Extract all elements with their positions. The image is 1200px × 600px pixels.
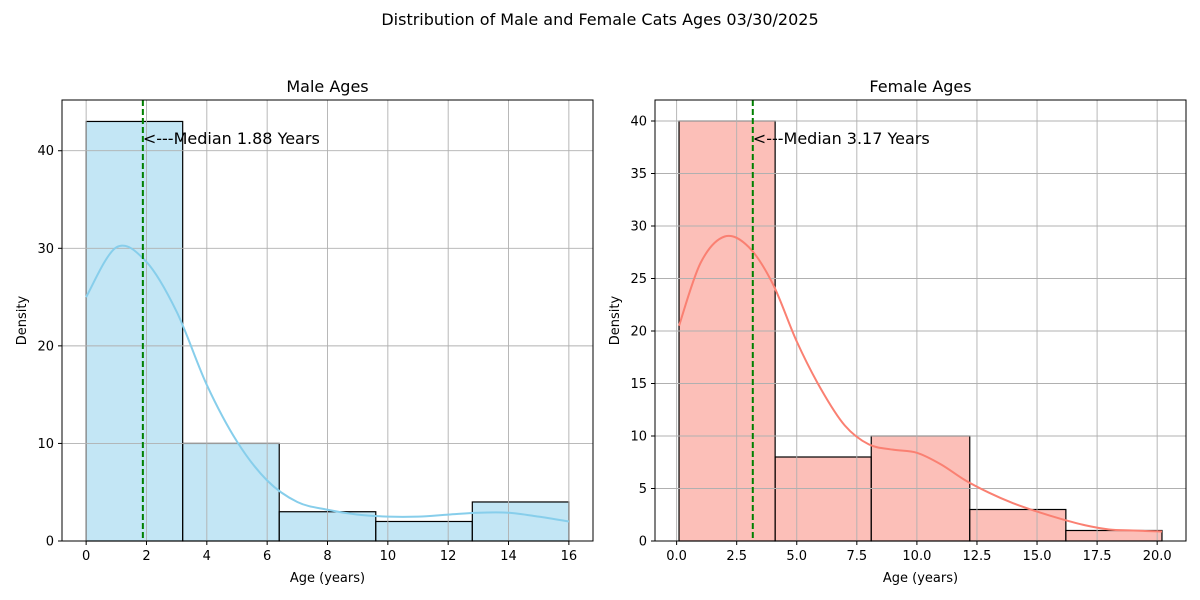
x-tick-label: 17.5: [1083, 549, 1112, 564]
y-tick-label: 35: [630, 167, 647, 182]
x-tick-label: 0.0: [666, 549, 687, 564]
y-tick-label: 5: [639, 482, 647, 497]
y-axis-label: Density: [15, 295, 30, 345]
x-tick-label: 2.5: [726, 549, 747, 564]
median-annotation: <---Median 1.88 Years: [143, 129, 320, 148]
x-tick-label: 20.0: [1143, 549, 1172, 564]
x-tick-label: 12: [440, 549, 457, 564]
y-tick-label: 0: [639, 535, 647, 550]
y-tick-label: 25: [630, 272, 647, 287]
x-tick-label: 10.0: [902, 549, 931, 564]
y-tick-label: 20: [630, 325, 647, 340]
histogram-bar: [774, 456, 872, 542]
x-axis-label: Age (years): [883, 571, 958, 586]
x-tick-label: 7.5: [846, 549, 867, 564]
y-tick-label: 40: [630, 115, 647, 130]
x-tick-label: 8: [323, 549, 331, 564]
x-tick-label: 6: [263, 549, 271, 564]
male-ages-panel: <---Median 1.88 Years 0 2 4 6 8 10 12 14 16 0 10 20 3…: [15, 77, 594, 586]
x-tick-label: 0: [82, 549, 90, 564]
y-axis-label: Density: [608, 295, 623, 345]
y-tick-label: 15: [630, 377, 647, 392]
y-tick-label: 10: [630, 430, 647, 445]
axes-frame: [654, 99, 1187, 542]
x-tick-label: 12.5: [962, 549, 991, 564]
histogram-bar: [969, 508, 1067, 542]
histogram-bar: [85, 120, 184, 542]
figure-title: Distribution of Male and Female Cats Age…: [381, 10, 818, 29]
subplot-title: Male Ages: [286, 77, 368, 96]
x-tick-label: 10: [380, 549, 397, 564]
y-tick-label: 30: [37, 242, 54, 257]
kde-curve: [85, 244, 570, 523]
y-tick-label: 30: [630, 220, 647, 235]
x-tick-label: 16: [561, 549, 578, 564]
female-ages-panel: <---Median 3.17 Years 0.0 2.5 5.0 7.5 10.0 12.…: [608, 77, 1187, 586]
x-axis-label: Age (years): [290, 571, 365, 586]
x-tick-label: 5.0: [786, 549, 807, 564]
histogram-bar: [375, 520, 473, 542]
subplot-title: Female Ages: [869, 77, 971, 96]
x-tick-label: 2: [142, 549, 150, 564]
y-tick-label: 10: [37, 437, 54, 452]
median-annotation: <---Median 3.17 Years: [753, 129, 930, 148]
histogram-bar: [471, 501, 570, 542]
y-tick-label: 40: [37, 144, 54, 159]
y-tick-label: 0: [46, 535, 54, 550]
kde-curve: [678, 234, 1163, 533]
y-tick-label: 20: [37, 339, 54, 354]
x-tick-label: 14: [500, 549, 517, 564]
x-tick-label: 15.0: [1023, 549, 1052, 564]
histogram-bar: [1065, 529, 1163, 542]
x-tick-label: 4: [203, 549, 211, 564]
histogram-bar: [182, 442, 280, 542]
